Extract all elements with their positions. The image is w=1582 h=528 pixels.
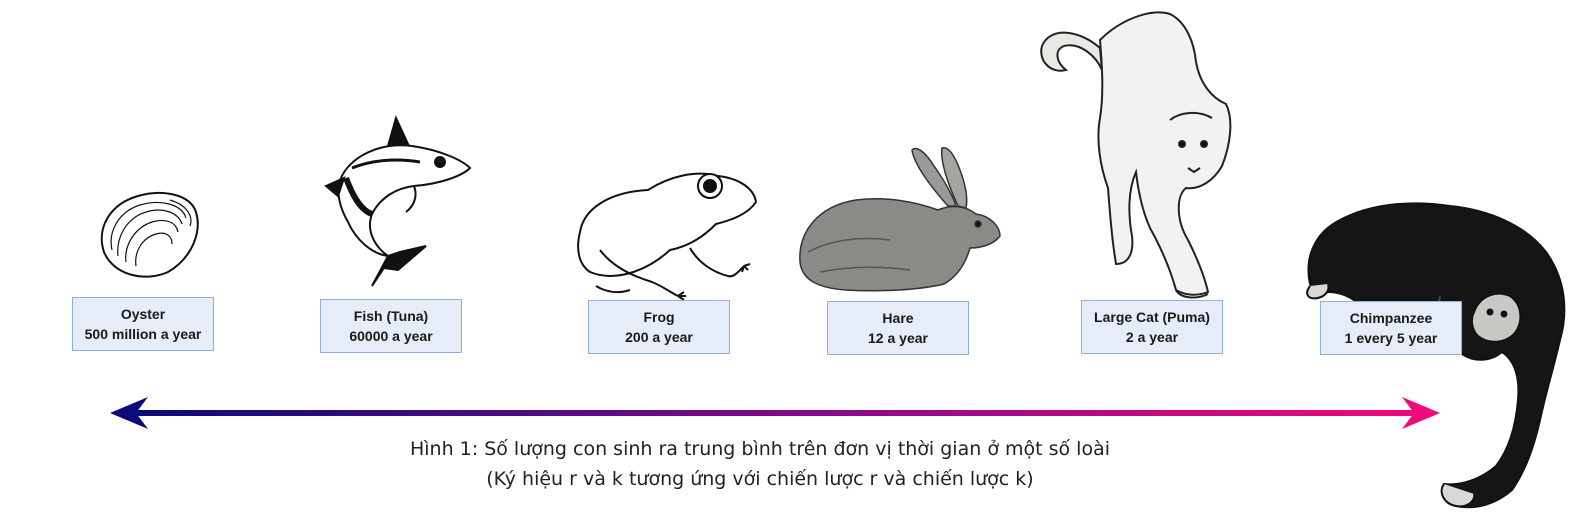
species-name: Fish (Tuna)	[353, 308, 429, 324]
species-label-tuna: Fish (Tuna) 60000 a year	[320, 299, 462, 353]
oyster-icon	[100, 192, 199, 278]
chimpanzee-icon	[1306, 202, 1566, 509]
r-k-strategy-arrow	[110, 397, 1440, 429]
species-name: Hare	[882, 310, 914, 326]
tuna-icon	[324, 115, 472, 287]
hare-icon	[799, 146, 1001, 292]
species-label-frog: Frog 200 a year	[588, 300, 730, 354]
species-rate: 1 every 5 year	[1344, 330, 1438, 346]
species-rate: 2 a year	[1125, 329, 1179, 345]
species-rate: 60000 a year	[349, 328, 433, 344]
species-label-oyster: Oyster 500 million a year	[72, 297, 214, 351]
species-rate: 12 a year	[868, 330, 928, 346]
arrow-head-right	[1402, 397, 1440, 429]
species-name: Large Cat (Puma)	[1094, 309, 1210, 325]
species-name: Oyster	[120, 306, 166, 322]
species-name: Frog	[643, 309, 675, 325]
arrow-head-left	[110, 397, 148, 429]
frog-icon	[577, 172, 758, 301]
arrow-shaft	[134, 410, 1416, 416]
species-label-hare: Hare 12 a year	[827, 301, 969, 355]
figure-caption-line2: (Ký hiệu r và k tương ứng với chiến lược…	[486, 468, 1034, 490]
species-label-chimpanzee: Chimpanzee 1 every 5 year	[1320, 301, 1462, 355]
species-name: Chimpanzee	[1349, 310, 1433, 326]
figure-caption-line1: Hình 1: Số lượng con sinh ra trung bình …	[409, 438, 1110, 460]
puma-icon	[1040, 11, 1232, 299]
species-label-puma: Large Cat (Puma) 2 a year	[1081, 300, 1223, 354]
species-rate: 500 million a year	[84, 326, 202, 342]
species-rate: 200 a year	[625, 329, 693, 345]
